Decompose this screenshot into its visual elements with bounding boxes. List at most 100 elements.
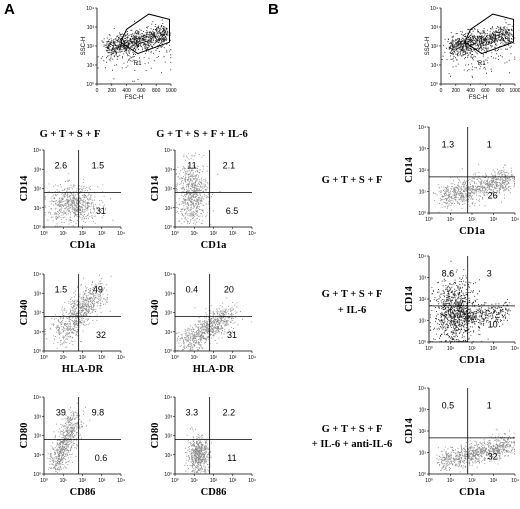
- x-tick-label: 400: [466, 88, 475, 94]
- y-tick-label: 10⁰: [33, 349, 41, 355]
- x-tick-label: 10³: [490, 217, 498, 223]
- x-tick-label: 10²: [79, 478, 87, 484]
- x-tick-label: 0: [96, 88, 99, 94]
- quadrant-upper-left-value: 11: [187, 160, 196, 170]
- scatter-dots: [184, 426, 212, 475]
- x-tick-label: 10²: [79, 231, 87, 237]
- y-tick-label: 10⁰: [164, 472, 172, 478]
- y-tick-label: 10²: [165, 434, 173, 440]
- gate-label: R1: [134, 61, 142, 67]
- x-axis-label: CD1a: [201, 240, 227, 251]
- x-tick-label: 10⁰: [40, 478, 48, 484]
- y-axis-label: SSC-H: [81, 37, 87, 56]
- x-tick-label: 10⁴: [117, 355, 125, 361]
- y-tick-label: 10³: [87, 25, 95, 31]
- y-axis-label: CD14: [19, 175, 30, 201]
- quadrant-lower-right-value: 26: [488, 190, 498, 200]
- x-tick-label: 10⁰: [425, 346, 433, 352]
- y-tick-label: 10⁴: [164, 148, 172, 154]
- gate-r1-polygon: [464, 13, 514, 55]
- scatter-dots: [433, 164, 515, 213]
- x-tick-label: 800: [496, 88, 505, 94]
- x-tick-label: 10⁴: [511, 478, 519, 484]
- x-tick-label: 10⁴: [511, 217, 519, 223]
- y-tick-label: 10⁴: [164, 272, 172, 278]
- x-tick-label: 0: [440, 88, 443, 94]
- x-axis-label: CD1a: [459, 226, 485, 237]
- y-axis-label: CD14: [404, 417, 415, 443]
- y-axis-label: SSC-H: [425, 37, 431, 56]
- x-tick-label: 10⁰: [425, 478, 433, 484]
- x-tick-label: 10⁴: [248, 478, 256, 484]
- x-tick-label: 600: [481, 88, 490, 94]
- x-tick-label: 10³: [229, 355, 237, 361]
- x-tick-label: 10⁴: [117, 478, 125, 484]
- y-tick-label: 10⁰: [164, 225, 172, 231]
- y-tick-label: 10³: [34, 167, 42, 173]
- scatter-dots: [175, 297, 252, 352]
- y-tick-label: 10⁰: [33, 225, 41, 231]
- condition-b-row2-line1: G + T + S + F: [322, 289, 383, 300]
- x-tick-label: 1000: [509, 88, 520, 94]
- y-tick-label: 10³: [34, 291, 42, 297]
- x-tick-label: 10³: [98, 478, 106, 484]
- y-tick-label: 10¹: [431, 63, 439, 69]
- y-tick-label: 10¹: [34, 206, 42, 212]
- x-tick-label: 10²: [468, 478, 476, 484]
- gate-label: R1: [478, 61, 486, 67]
- y-tick-label: 10⁴: [164, 395, 172, 401]
- y-tick-label: 10¹: [165, 453, 173, 459]
- x-tick-label: 10¹: [191, 478, 199, 484]
- y-tick-label: 10³: [419, 408, 427, 414]
- y-tick-label: 10⁴: [430, 6, 438, 12]
- y-tick-label: 10³: [165, 291, 173, 297]
- y-tick-label: 10¹: [419, 451, 427, 457]
- x-tick-label: 10²: [210, 355, 218, 361]
- quadrant-upper-right-value: 49: [93, 284, 103, 294]
- scatter-dots: [436, 428, 515, 474]
- scatter-dots: [44, 274, 112, 349]
- quadrant-upper-left-value: 0.4: [186, 284, 199, 294]
- x-tick-label: 10⁴: [248, 355, 256, 361]
- scatter-dots: [44, 173, 114, 228]
- y-tick-label: 10²: [165, 187, 173, 193]
- quadrant-upper-right-value: 20: [224, 284, 234, 294]
- condition-b-row2-line2: + IL-6: [338, 305, 366, 316]
- x-tick-label: 10¹: [191, 355, 199, 361]
- y-tick-label: 10⁴: [33, 272, 41, 278]
- y-tick-label: 10²: [34, 311, 42, 317]
- y-tick-label: 10³: [431, 25, 439, 31]
- quadrant-lower-right-value: 10: [488, 319, 498, 329]
- y-tick-label: 10¹: [419, 319, 427, 325]
- x-tick-label: 10⁰: [425, 217, 433, 223]
- x-tick-label: 10³: [229, 231, 237, 237]
- y-tick-label: 10¹: [165, 330, 173, 336]
- x-tick-label: 10²: [468, 217, 476, 223]
- x-axis-label: CD1a: [70, 240, 96, 251]
- quadrant-upper-left-value: 39: [56, 407, 66, 417]
- x-tick-label: 10⁴: [511, 346, 519, 352]
- x-axis-label: CD1a: [459, 487, 485, 498]
- x-tick-label: 800: [152, 88, 161, 94]
- x-axis-label: FSC-H: [125, 95, 143, 101]
- scatter-dots: [47, 402, 91, 475]
- quadrant-upper-left-value: 2.6: [55, 160, 68, 170]
- x-axis-label: FSC-H: [469, 95, 487, 101]
- y-tick-label: 10⁰: [430, 82, 438, 88]
- quadrant-lower-right-value: 11: [227, 453, 236, 463]
- y-tick-label: 10²: [431, 44, 439, 50]
- y-tick-label: 10³: [165, 167, 173, 173]
- x-tick-label: 10¹: [60, 478, 68, 484]
- panel-letter-b: B: [268, 1, 279, 18]
- x-tick-label: 10⁴: [117, 231, 125, 237]
- y-tick-label: 10³: [419, 276, 427, 282]
- x-tick-label: 200: [108, 88, 117, 94]
- panel-letter-a: A: [4, 1, 15, 18]
- x-tick-label: 10³: [229, 478, 237, 484]
- scatter-dots: [175, 152, 221, 228]
- scatter-dots: [444, 19, 516, 62]
